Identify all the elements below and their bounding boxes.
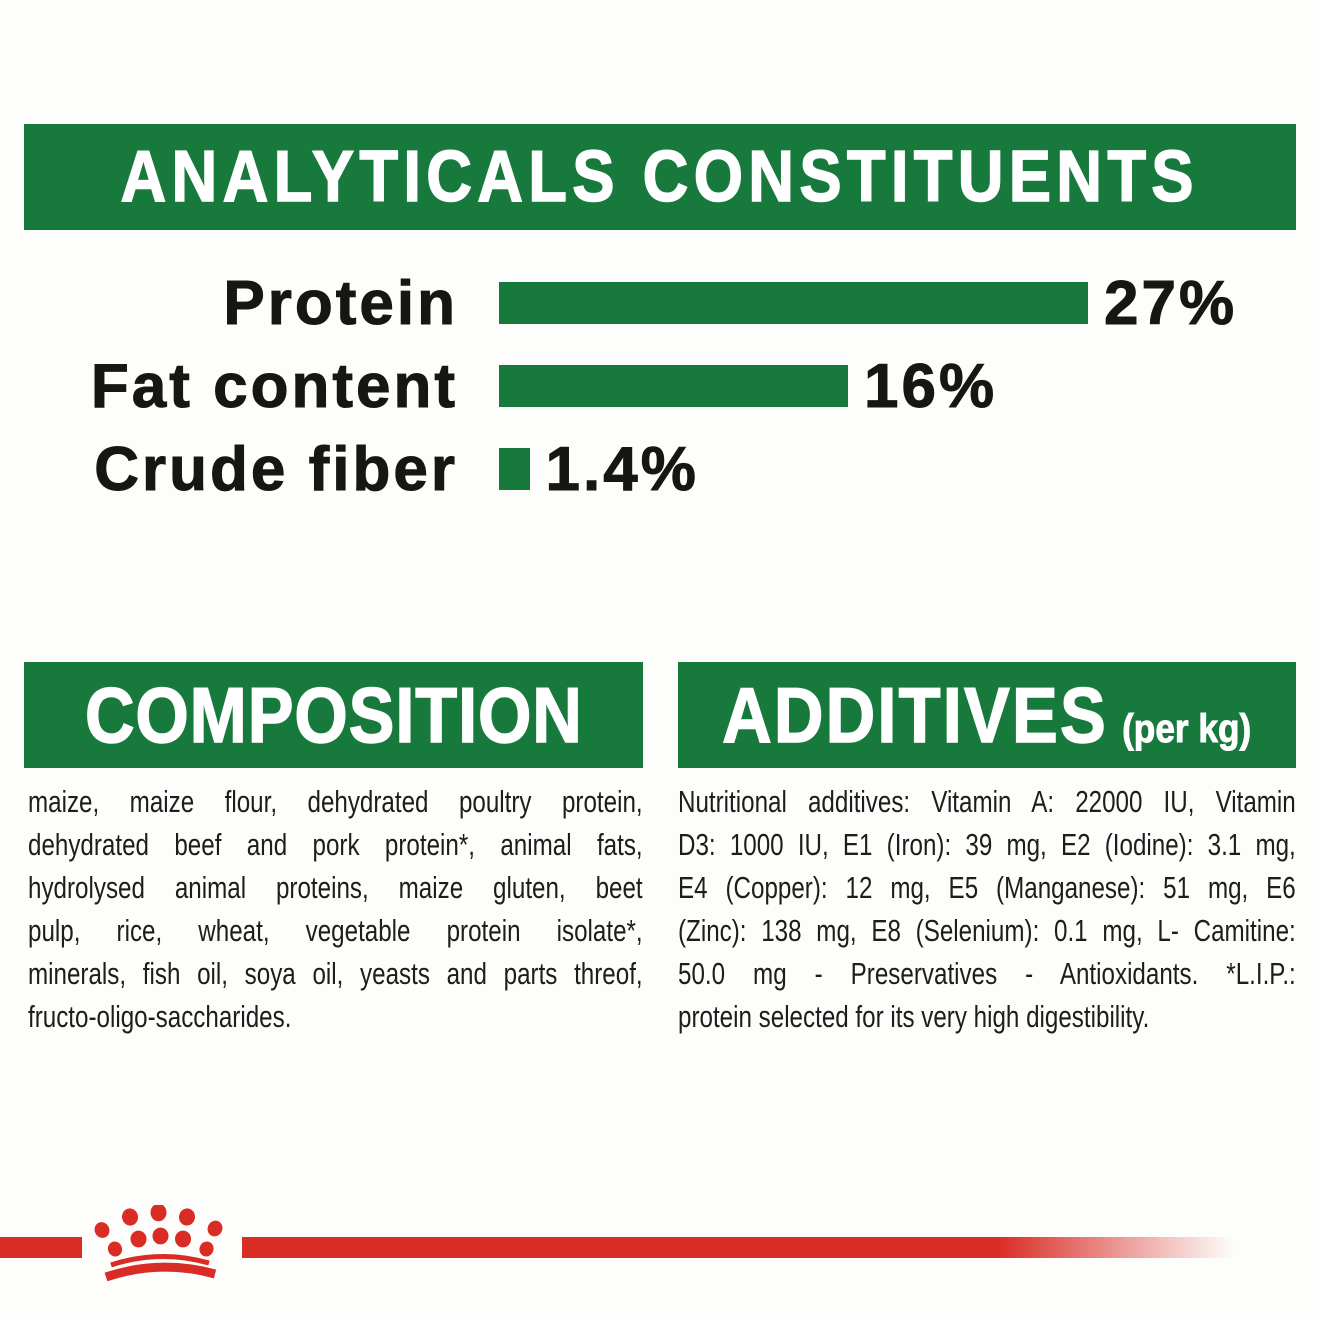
composition-text-line: maize, maize flour, dehydrated poultry p…: [28, 784, 643, 819]
additives-text-line: 50.0 mg - Preservatives - Antioxidants. …: [678, 956, 1296, 991]
chart-row-crude-fiber: Crude fiber 1.4%: [0, 434, 1320, 504]
composition-text-line: dehydrated beef and pork protein*, anima…: [28, 827, 643, 862]
protein-label: Protein: [223, 268, 458, 338]
royal-canin-crown-icon: [94, 1205, 223, 1282]
composition-section-title: COMPOSITION: [84, 670, 583, 760]
analyticals-section-title: ANALYTICALS CONSTITUENTS: [120, 136, 1200, 218]
fat-content-label: Fat content: [90, 351, 458, 421]
crude-fiber-label: Crude fiber: [94, 434, 458, 504]
protein-value: 27%: [1103, 268, 1238, 338]
additives-text-line: E4 (Copper): 12 mg, E5 (Manganese): 51 m…: [678, 870, 1296, 905]
crude-fiber-bar: [499, 448, 530, 490]
analyticals-section-banner: ANALYTICALS CONSTITUENTS: [24, 124, 1296, 230]
crude-fiber-value: 1.4%: [545, 434, 699, 504]
additives-section-banner: ADDITIVES (per kg): [678, 662, 1296, 768]
composition-text-lines: maize, maize flour, dehydrated poultry p…: [28, 780, 643, 1038]
composition-section-banner: COMPOSITION: [24, 662, 643, 768]
additives-text-lines: Nutritional additives: Vitamin A: 22000 …: [678, 780, 1296, 1038]
red-rule-right-segment: [242, 1237, 1320, 1258]
protein-bar: [499, 282, 1088, 324]
chart-row-protein: Protein 27%: [0, 268, 1320, 338]
chart-row-fat-content: Fat content 16%: [0, 351, 1320, 421]
additives-title-suffix: (per kg): [1122, 706, 1252, 751]
composition-text-block: maize, maize flour, dehydrated poultry p…: [28, 780, 643, 1038]
composition-text-line: fructo-oligo-saccharides.: [28, 999, 292, 1034]
additives-text-line: Nutritional additives: Vitamin A: 22000 …: [678, 784, 1296, 819]
additives-text-block: Nutritional additives: Vitamin A: 22000 …: [678, 780, 1296, 1038]
fat-content-value: 16%: [864, 351, 998, 421]
additives-text-line: protein selected for its very high diges…: [678, 999, 1150, 1034]
additives-section-title: ADDITIVES (per kg): [722, 670, 1252, 761]
composition-text-line: hydrolysed animal proteins, maize gluten…: [28, 870, 643, 905]
composition-text-line: minerals, fish oil, soya oil, yeasts and…: [28, 956, 643, 991]
additives-text-line: D3: 1000 IU, E1 (Iron): 39 mg, E2 (Iodin…: [678, 827, 1296, 862]
additives-title-main: ADDITIVES: [722, 670, 1109, 760]
red-rule-left-segment: [0, 1237, 82, 1258]
fat-content-bar: [499, 365, 849, 407]
composition-text-line: pulp, rice, wheat, vegetable protein iso…: [28, 913, 643, 948]
additives-text-line: (Zinc): 138 mg, E8 (Selenium): 0.1 mg, L…: [678, 913, 1296, 948]
